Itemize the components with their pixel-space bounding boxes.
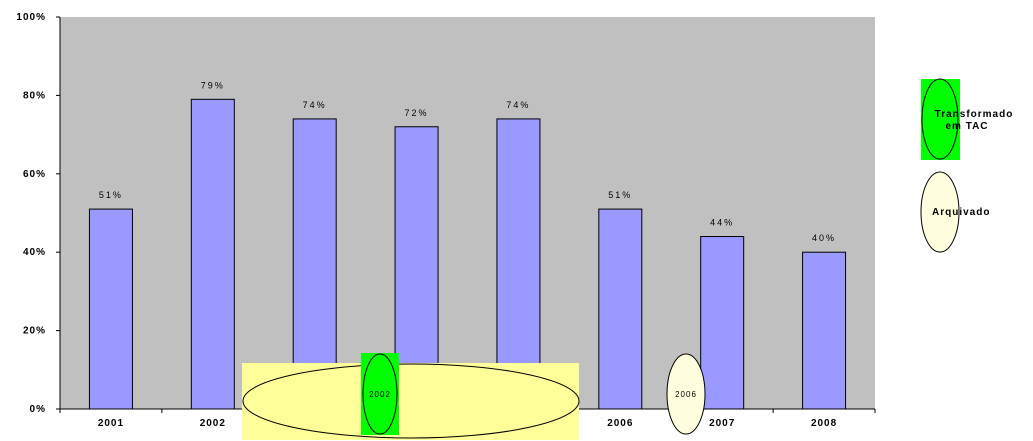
data-label-2004: 72%	[405, 108, 429, 118]
data-label-2001: 51%	[99, 190, 123, 200]
overlay-yellow-box	[242, 363, 580, 440]
data-label-2007: 44%	[710, 218, 734, 228]
overlay-cream-label: 2006	[675, 390, 697, 399]
bar-2002	[190, 98, 235, 410]
data-label-2005: 74%	[506, 100, 530, 110]
legend-item-transformado: Transformado em TAC	[921, 78, 1014, 160]
y-tick-label: 20%	[23, 326, 46, 337]
overlay-cream-marker: 2006	[666, 353, 706, 435]
x-tick-label: 2007	[709, 418, 735, 429]
y-tick-label: 60%	[23, 169, 46, 180]
y-axis-ticks: 0% 20% 40% 60% 80% 100%	[16, 12, 60, 415]
data-label-2006: 51%	[608, 190, 632, 200]
overlay-green-label: 2002	[369, 390, 391, 399]
bar-2003	[292, 118, 337, 410]
legend-label-transformado-line2: em TAC	[945, 121, 988, 132]
bar-2006	[598, 208, 643, 410]
data-label-2003: 74%	[303, 100, 327, 110]
y-tick-label: 100%	[16, 12, 46, 23]
x-tick-label: 2001	[98, 418, 124, 429]
legend-label-arquivado: Arquivado	[932, 207, 990, 218]
legend-item-arquivado: Arquivado	[920, 171, 990, 253]
bar-2008	[802, 251, 847, 410]
overlay-green-marker: 2002	[361, 353, 399, 435]
legend-ellipse-green	[921, 78, 959, 160]
legend-label-transformado-line1: Transformado	[935, 109, 1014, 120]
y-tick-label: 40%	[23, 247, 46, 258]
legend-ellipse-cream	[920, 171, 960, 253]
bar-2007	[700, 236, 745, 410]
data-label-2008: 40%	[812, 233, 836, 243]
y-tick-label: 0%	[30, 404, 46, 415]
x-tick-label: 2002	[200, 418, 226, 429]
plot-area	[60, 17, 875, 409]
y-tick-label: 80%	[23, 90, 46, 101]
bars: 51% 79% 74% 72% 74% 51% 44% 40%	[88, 80, 847, 410]
x-tick-label: 2008	[811, 418, 837, 429]
x-tick-label: 2006	[607, 418, 633, 429]
data-label-2002: 79%	[201, 80, 225, 90]
legend: Transformado em TAC Arquivado	[920, 78, 1014, 253]
bar-2004	[394, 126, 439, 410]
bar-2001	[88, 208, 133, 410]
